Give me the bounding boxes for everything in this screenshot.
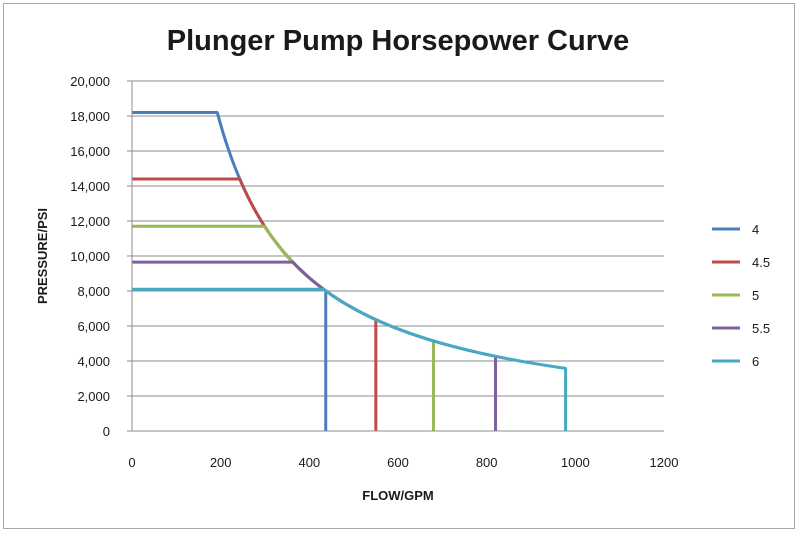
x-tick-label: 600 — [387, 455, 409, 470]
y-tick-label: 4,000 — [77, 354, 110, 369]
x-tick-label: 1200 — [650, 455, 679, 470]
legend-label: 6 — [752, 354, 759, 369]
x-tick-label: 0 — [128, 455, 135, 470]
chart-frame — [3, 3, 795, 529]
legend: 4 4.5 5 5.5 6 — [712, 222, 770, 369]
series-line-5-5 — [132, 260, 498, 431]
axes — [127, 80, 664, 432]
y-tick-label: 16,000 — [70, 144, 110, 159]
legend-label: 4.5 — [752, 255, 770, 270]
y-tick-label: 6,000 — [77, 319, 110, 334]
gridlines — [132, 80, 664, 397]
y-tick-label: 8,000 — [77, 284, 110, 299]
y-tick-label: 2,000 — [77, 389, 110, 404]
series-line-4-5 — [132, 177, 378, 431]
series-line-6 — [132, 287, 568, 431]
legend-label: 4 — [752, 222, 759, 237]
tick-labels: 0 2,000 4,000 6,000 8,000 10,000 12,000 14,000 1… — [70, 74, 678, 470]
x-tick-label: 1000 — [561, 455, 590, 470]
x-axis-title: FLOW/GPM — [362, 488, 434, 503]
y-tick-label: 20,000 — [70, 74, 110, 89]
y-tick-label: 10,000 — [70, 249, 110, 264]
x-tick-label: 800 — [476, 455, 498, 470]
chart-title: Plunger Pump Horsepower Curve — [167, 25, 630, 57]
series-line-5 — [132, 224, 435, 431]
legend-label: 5.5 — [752, 321, 770, 336]
x-tick-label: 200 — [210, 455, 232, 470]
legend-label: 5 — [752, 288, 759, 303]
series-line-4 — [132, 111, 328, 431]
y-tick-label: 12,000 — [70, 214, 110, 229]
y-tick-label: 0 — [103, 424, 110, 439]
series-lines — [132, 111, 568, 431]
x-tick-label: 400 — [298, 455, 320, 470]
y-tick-label: 14,000 — [70, 179, 110, 194]
y-axis-title: PRESSURE/PSI — [35, 208, 50, 304]
y-tick-label: 18,000 — [70, 109, 110, 124]
